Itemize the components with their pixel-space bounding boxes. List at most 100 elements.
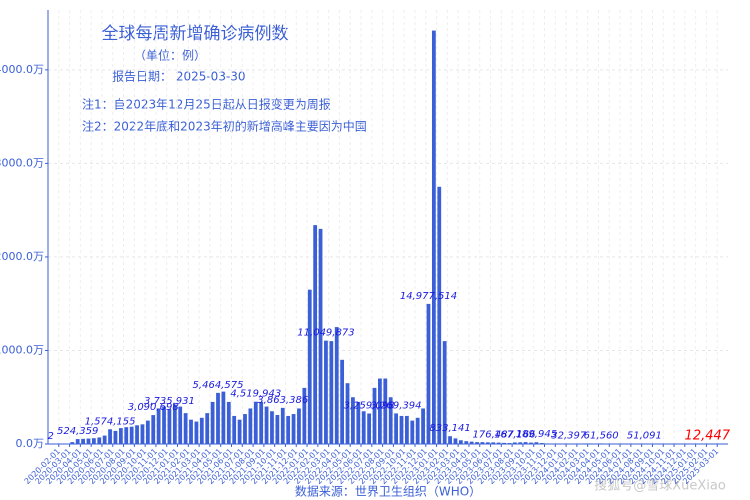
- value-label: 3,863,386: [257, 395, 308, 406]
- bar: [356, 401, 361, 444]
- value-label: 1,574,155: [85, 416, 136, 427]
- bar: [545, 443, 550, 444]
- value-label: 167,166: [494, 429, 535, 440]
- bar: [345, 383, 350, 444]
- bar: [475, 442, 479, 444]
- value-label: 176,487: [473, 429, 515, 440]
- bar: [75, 439, 80, 444]
- note: 注2：2022年底和2023年初的新增高峰主要因为中国: [82, 119, 367, 134]
- bar: [599, 443, 604, 444]
- bar: [469, 441, 474, 444]
- bar: [108, 429, 112, 444]
- bar: [248, 408, 253, 444]
- value-label: 51,091: [627, 431, 662, 442]
- bar: [383, 378, 388, 444]
- bar: [167, 409, 172, 444]
- bar: [502, 442, 506, 444]
- value-label: 833,141: [429, 423, 470, 434]
- bar: [264, 406, 269, 444]
- bar: [426, 303, 431, 444]
- bar: [199, 417, 204, 444]
- bar: [253, 401, 258, 444]
- bar: [81, 438, 85, 444]
- bar: [372, 387, 377, 444]
- bar: [539, 443, 544, 444]
- bar: [205, 413, 210, 444]
- bar: [588, 443, 593, 444]
- bar: [297, 408, 301, 444]
- value-label: 4,519,943: [230, 389, 281, 400]
- bar: [464, 441, 469, 444]
- bar: [118, 428, 123, 444]
- bar: [237, 419, 242, 444]
- y-tick-label: 4000.0万: [0, 63, 44, 76]
- bar: [189, 419, 193, 444]
- bar: [399, 415, 404, 444]
- value-label: 3,090,698: [128, 402, 179, 413]
- bar: [286, 415, 291, 444]
- bar: [415, 417, 420, 444]
- bar: [275, 415, 280, 444]
- bar: [178, 406, 183, 444]
- bar: [388, 397, 393, 444]
- bar: [496, 442, 501, 444]
- bar: [367, 413, 371, 444]
- value-label: 32,397: [551, 431, 587, 442]
- value-label: 5,464,575: [193, 380, 244, 391]
- bar: [485, 442, 490, 444]
- bar: [91, 438, 96, 444]
- bar: [324, 340, 328, 444]
- bar: [313, 225, 318, 444]
- bar: [518, 442, 523, 444]
- value-label: 524,359: [57, 426, 98, 437]
- bar: [210, 401, 215, 444]
- bar: [334, 327, 339, 444]
- bar: [270, 411, 274, 444]
- bar: [421, 408, 425, 444]
- bar: [453, 438, 458, 444]
- bar: [86, 438, 91, 444]
- bar: [156, 408, 161, 444]
- value-label: 3,259,098: [344, 401, 395, 412]
- y-tick-label: 2000.0万: [0, 250, 44, 263]
- bar: [243, 414, 247, 444]
- bar: [221, 391, 226, 444]
- bar: [162, 406, 166, 444]
- bar: [529, 442, 533, 444]
- bar: [232, 415, 237, 444]
- bar: [226, 401, 231, 444]
- bar: [113, 430, 118, 444]
- bar: [124, 427, 129, 444]
- bar: [135, 425, 139, 444]
- bar: [280, 407, 285, 444]
- bar: [361, 411, 366, 444]
- bar: [70, 442, 75, 444]
- value-label: 14,977,514: [400, 291, 457, 302]
- bar: [340, 359, 345, 444]
- bar: [442, 341, 447, 444]
- bar: [351, 397, 355, 444]
- y-tick-label: 3000.0万: [0, 156, 44, 169]
- bar: [512, 442, 517, 444]
- bar: [378, 378, 382, 444]
- value-label: 3,735,931: [144, 396, 195, 407]
- bar: [291, 414, 296, 444]
- bar: [458, 440, 463, 444]
- bar: [151, 415, 156, 444]
- x-axis-label: 数据来源：世界卫生组织（WHO）: [295, 484, 481, 499]
- y-tick-label: 0.0万: [16, 437, 45, 450]
- y-tick-label: 1000.0万: [0, 343, 44, 356]
- bar: [259, 401, 264, 444]
- bar: [448, 436, 452, 444]
- bar: [302, 387, 307, 444]
- bar: [145, 420, 150, 444]
- bar: [140, 424, 145, 444]
- bar: [102, 435, 107, 444]
- value-label: 2: [48, 431, 54, 442]
- bar: [523, 442, 528, 444]
- bar: [534, 442, 539, 444]
- bar: [129, 426, 134, 444]
- value-label: 3,269,394: [371, 400, 422, 411]
- bar: [437, 186, 442, 445]
